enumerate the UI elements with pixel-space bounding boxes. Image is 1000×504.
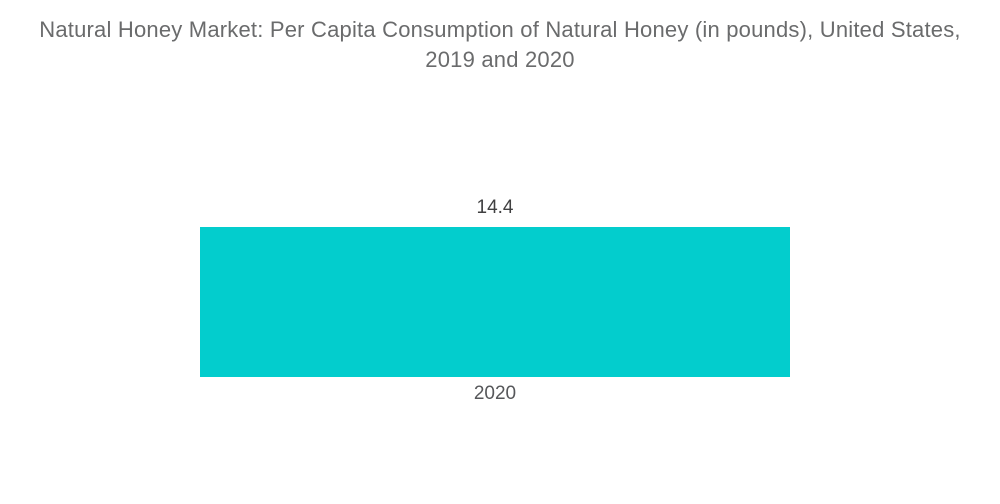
chart-title: Natural Honey Market: Per Capita Consump… xyxy=(0,15,1000,75)
bar-plot: 14.4 2020 xyxy=(200,197,790,405)
bar-2020 xyxy=(200,227,790,377)
bar-value-label: 14.4 xyxy=(476,197,514,218)
chart-title-line1: Natural Honey Market: Per Capita Consump… xyxy=(39,17,961,42)
chart-title-line2: 2019 and 2020 xyxy=(425,47,575,72)
category-axis-label: 2020 xyxy=(473,383,517,404)
